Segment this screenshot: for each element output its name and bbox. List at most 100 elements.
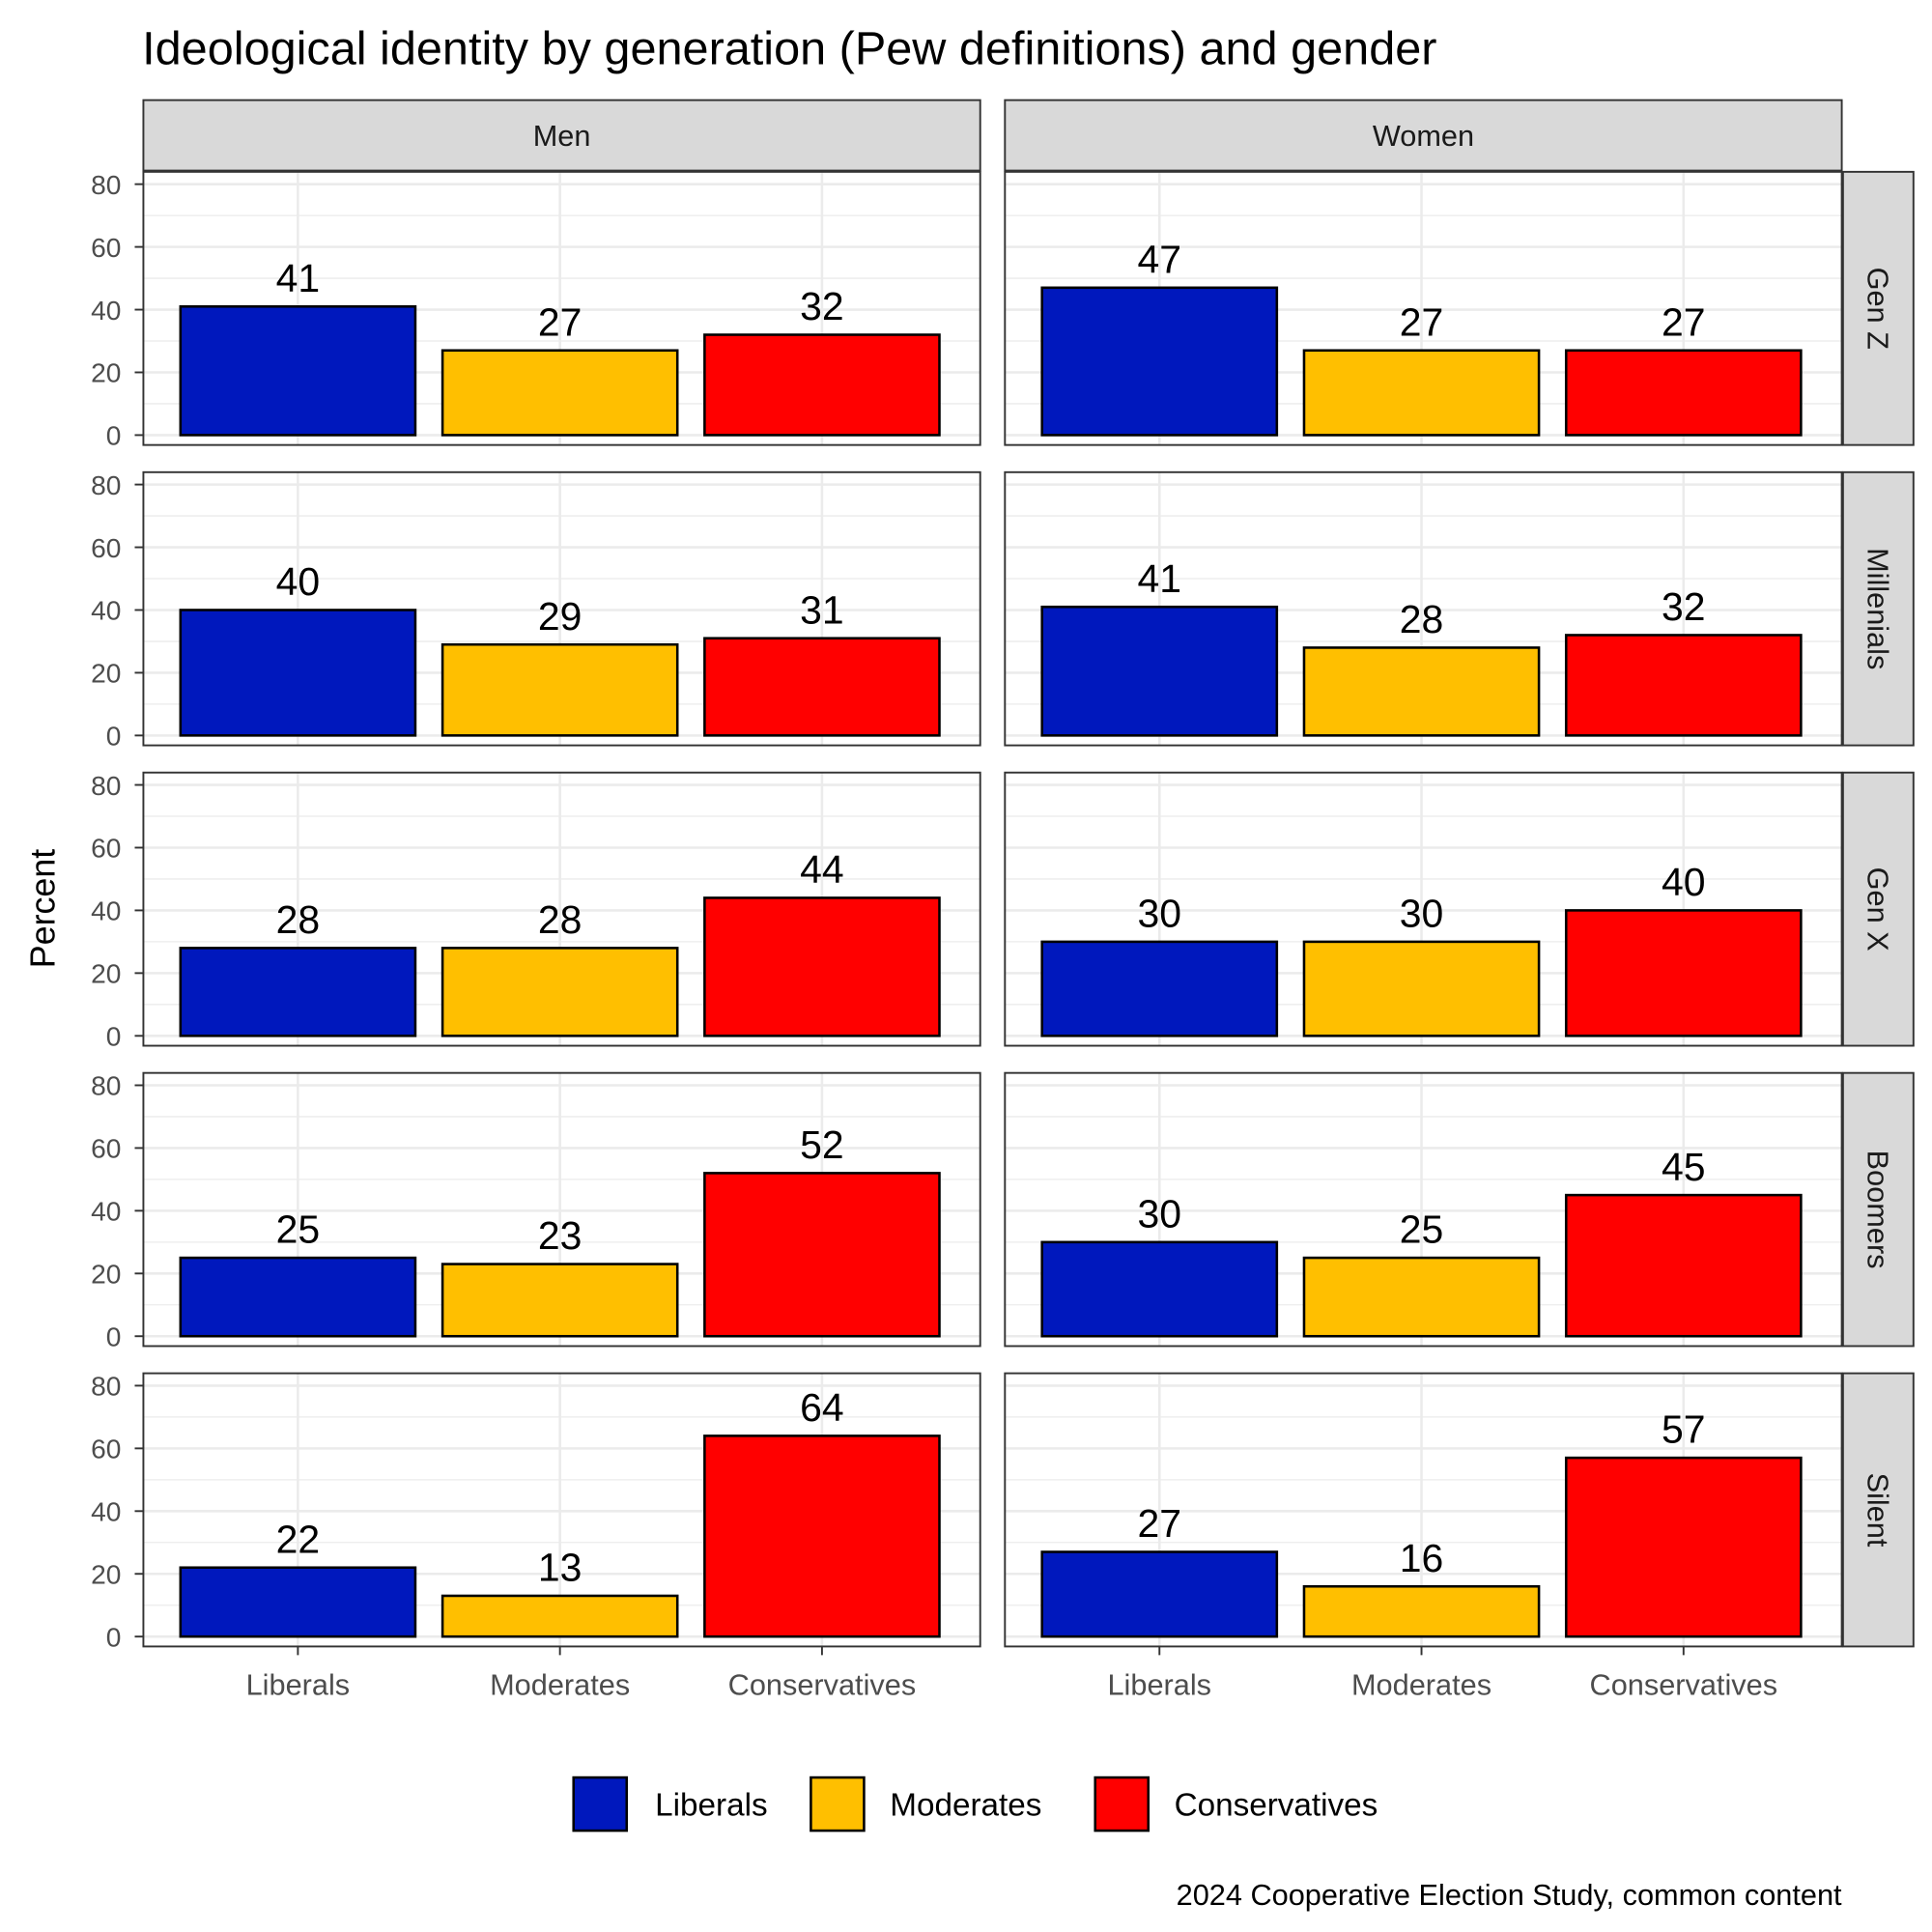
bar-moderates (440, 642, 679, 737)
row-strip (1841, 170, 1915, 446)
bar-moderates (440, 349, 679, 437)
y-tick-label: 20 (91, 1260, 121, 1290)
data-label: 45 (1662, 1145, 1706, 1189)
bar-conservatives (1564, 349, 1803, 437)
bar-liberals (1040, 1550, 1279, 1638)
y-axis-label: Percent (23, 849, 62, 968)
y-tick-label: 40 (91, 596, 121, 626)
bar-conservatives (703, 896, 941, 1037)
data-label: 25 (1400, 1208, 1444, 1252)
bar-conservatives (703, 333, 941, 437)
y-tick-label: 80 (91, 771, 121, 801)
legend-swatch (572, 1776, 629, 1833)
data-label: 28 (538, 897, 582, 942)
y-tick-label: 0 (106, 1321, 122, 1351)
y-tick-label: 40 (91, 296, 121, 326)
panel-border (1004, 170, 1843, 446)
bar-moderates (440, 1263, 679, 1338)
data-label: 41 (276, 256, 321, 300)
y-tick-label: 0 (106, 722, 122, 752)
column-strip (142, 99, 981, 172)
data-label: 22 (276, 1517, 321, 1561)
data-label: 13 (538, 1546, 582, 1590)
bar-liberals (179, 1566, 417, 1638)
data-label: 40 (1662, 860, 1706, 904)
legend-swatch (810, 1776, 866, 1833)
data-label: 27 (1662, 299, 1706, 344)
y-tick-label: 60 (91, 1435, 121, 1464)
panel-border (142, 771, 981, 1047)
chart-title: Ideological identity by generation (Pew … (142, 23, 1436, 75)
legend-label: Moderates (890, 1788, 1041, 1824)
y-tick-label: 80 (91, 1372, 121, 1402)
y-tick-label: 20 (91, 358, 121, 388)
bar-conservatives (1564, 634, 1803, 737)
data-label: 28 (276, 897, 321, 942)
caption: 2024 Cooperative Election Study, common … (1177, 1878, 1842, 1912)
data-label: 23 (538, 1213, 582, 1258)
y-tick-label: 80 (91, 1071, 121, 1101)
x-tick-label: Conservatives (728, 1667, 917, 1701)
row-strip (1841, 470, 1915, 747)
x-tick-label: Conservatives (1590, 1667, 1778, 1701)
y-tick-label: 20 (91, 1559, 121, 1589)
legend: Liberals Moderates Conservatives (572, 1776, 1378, 1833)
data-label: 52 (800, 1122, 844, 1167)
column-strip-label: Women (1373, 119, 1474, 153)
bar-moderates (1302, 1256, 1541, 1338)
bar-conservatives (1564, 1193, 1803, 1338)
bar-liberals (1040, 940, 1279, 1037)
bar-liberals (1040, 1240, 1279, 1338)
data-label: 30 (1137, 1191, 1181, 1236)
bar-moderates (1302, 349, 1541, 437)
data-label: 27 (1137, 1501, 1181, 1546)
bar-liberals (1040, 286, 1279, 437)
column-strip-label: Men (533, 119, 591, 153)
panel-border (1004, 1372, 1843, 1648)
data-label: 30 (1400, 892, 1444, 936)
y-tick-label: 20 (91, 659, 121, 689)
row-strip-label: Gen Z (1861, 268, 1894, 350)
y-tick-label: 60 (91, 834, 121, 864)
legend-label: Conservatives (1175, 1788, 1378, 1824)
data-label: 40 (276, 559, 321, 604)
panel-border (1004, 1071, 1843, 1348)
bar-liberals (179, 1256, 417, 1338)
data-label: 28 (1400, 597, 1444, 641)
y-tick-label: 0 (106, 1022, 122, 1052)
bar-moderates (1302, 940, 1541, 1037)
x-tick-label: Liberals (1107, 1667, 1211, 1701)
panel-border (1004, 771, 1843, 1047)
data-label: 31 (800, 587, 844, 632)
panel-border (142, 170, 981, 446)
y-tick-label: 20 (91, 959, 121, 989)
data-label: 32 (800, 284, 844, 328)
y-tick-label: 40 (91, 1497, 121, 1527)
y-tick-label: 60 (91, 533, 121, 563)
panel-border (142, 470, 981, 747)
y-tick-label: 80 (91, 470, 121, 500)
row-strip-label: Silent (1861, 1473, 1894, 1548)
data-label: 27 (1400, 299, 1444, 344)
y-tick-label: 0 (106, 421, 122, 451)
column-strip (1004, 99, 1843, 172)
legend-swatch (1094, 1776, 1151, 1833)
y-tick-label: 60 (91, 233, 121, 263)
panel-border (1004, 470, 1843, 747)
row-strip (1841, 1372, 1915, 1648)
row-strip-label: Gen X (1861, 867, 1894, 952)
data-label: 27 (538, 299, 582, 344)
bar-moderates (1302, 646, 1541, 737)
x-tick-label: Moderates (490, 1667, 630, 1701)
data-label: 47 (1137, 237, 1181, 281)
row-strip-label: Millenials (1861, 548, 1894, 669)
bar-liberals (179, 305, 417, 437)
bar-moderates (440, 947, 679, 1037)
bar-conservatives (1564, 909, 1803, 1037)
data-label: 30 (1137, 892, 1181, 936)
bar-liberals (179, 947, 417, 1037)
data-label: 29 (538, 594, 582, 639)
bar-moderates (440, 1594, 679, 1638)
bar-conservatives (703, 1172, 941, 1338)
